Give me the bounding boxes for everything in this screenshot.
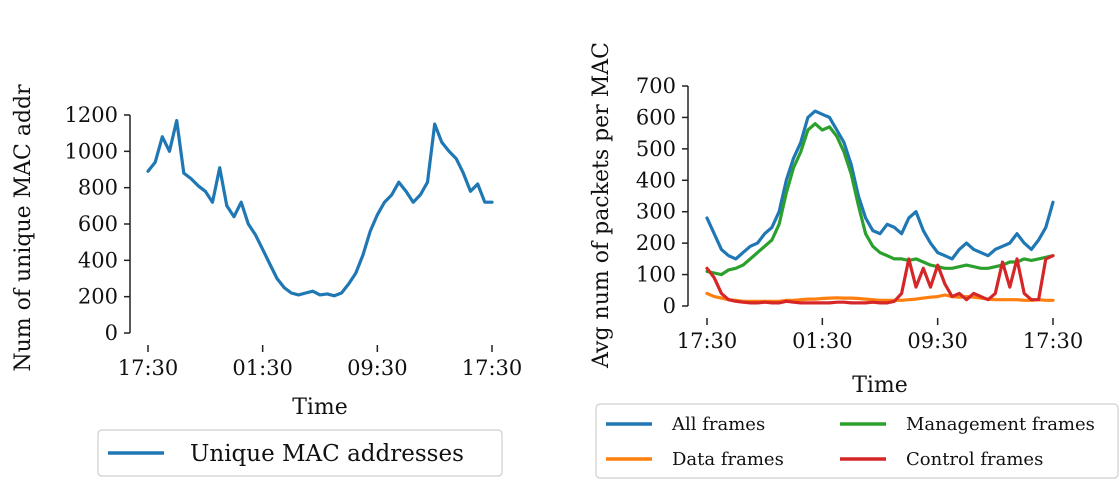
y-tick-label: 300 bbox=[636, 200, 676, 224]
y-tick-label: 600 bbox=[78, 212, 118, 236]
y-axis: 0 100 200 300 400 500 600 700 bbox=[636, 74, 689, 318]
x-tick-label: 01:30 bbox=[232, 356, 293, 380]
legend-frame bbox=[97, 429, 503, 477]
y-tick-label: 700 bbox=[636, 74, 676, 98]
x-tick-label: 09:30 bbox=[347, 356, 408, 380]
y-tick-label: 1200 bbox=[65, 103, 118, 127]
x-axis-label: Time bbox=[292, 395, 348, 420]
series-line-data-frames bbox=[705, 291, 1055, 303]
y-tick-label: 400 bbox=[636, 168, 676, 192]
x-tick-label: 17:30 bbox=[1023, 329, 1084, 353]
y-tick-label: 0 bbox=[105, 321, 118, 345]
y-tick-label: 0 bbox=[663, 294, 676, 318]
legend-frame bbox=[595, 403, 1119, 479]
y-tick-label: 1000 bbox=[65, 139, 118, 163]
series-line-unique-mac-addresses bbox=[146, 118, 494, 298]
series-line-control-frames bbox=[705, 254, 1055, 305]
x-tick-label: 17:30 bbox=[462, 356, 523, 380]
series-group bbox=[705, 109, 1055, 305]
y-tick-label: 200 bbox=[78, 285, 118, 309]
legend-label-unique-mac: Unique MAC addresses bbox=[190, 441, 464, 467]
legend: Unique MAC addresses bbox=[97, 429, 503, 477]
y-tick-label: 600 bbox=[636, 105, 676, 129]
x-tick-label: 01:30 bbox=[792, 329, 853, 353]
y-tick-label: 100 bbox=[636, 263, 676, 287]
y-axis-label: Num of unique MAC addr bbox=[11, 84, 36, 372]
y-axis-label: Avg num of packets per MAC bbox=[589, 42, 614, 369]
series-line-management-frames bbox=[705, 122, 1055, 277]
y-tick-label: 200 bbox=[636, 231, 676, 255]
y-tick-label: 500 bbox=[636, 137, 676, 161]
y-tick-label: 800 bbox=[78, 176, 118, 200]
legend-label-data-frames: Data frames bbox=[672, 449, 784, 470]
x-axis: 17:30 01:30 09:30 17:30 bbox=[118, 345, 523, 380]
x-axis: 17:30 01:30 09:30 17:30 bbox=[677, 318, 1084, 353]
legend-label-management-frames: Management frames bbox=[906, 414, 1095, 435]
x-axis-label: Time bbox=[852, 373, 908, 398]
x-tick-label: 09:30 bbox=[907, 329, 968, 353]
y-tick-label: 400 bbox=[78, 248, 118, 272]
series-line-all-frames bbox=[705, 109, 1055, 261]
y-axis: 0 200 400 600 800 1000 1200 bbox=[65, 103, 131, 345]
x-tick-label: 17:30 bbox=[118, 356, 179, 380]
series-group bbox=[146, 118, 494, 298]
legend-label-all-frames: All frames bbox=[671, 414, 765, 435]
legend-label-control-frames: Control frames bbox=[906, 449, 1043, 470]
x-tick-label: 17:30 bbox=[677, 329, 738, 353]
legend: All frames Data frames Management frames… bbox=[595, 403, 1119, 479]
